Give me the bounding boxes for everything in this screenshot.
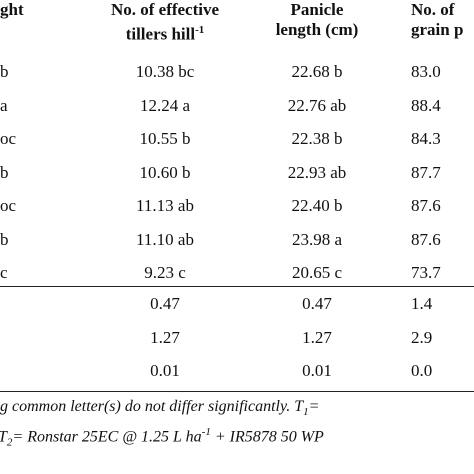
footnote-line: T2= Ronstar 25EC @ 1.25 L ha-1 + IR5878 … [0, 422, 324, 453]
table-cell: 10.60 b [139, 162, 191, 182]
header-text: tillers hill [125, 24, 196, 44]
stat-cell: 1.27 [302, 327, 332, 347]
table-cell: b [0, 62, 9, 81]
header-text: No. of effective [110, 0, 220, 19]
header-cell: ght [0, 0, 24, 20]
header-cell: No. of effective tillers hill-1 [111, 0, 219, 45]
stat-cell: 0.01 [150, 361, 180, 380]
table-cell: 87.7 [411, 162, 441, 182]
stat-cell: 0.47 [150, 294, 180, 313]
table-cell: oc [0, 129, 17, 148]
footnote-text: T [0, 428, 7, 445]
footnote-text: 2 [6, 436, 13, 449]
table-cell: 87.6 [411, 196, 441, 215]
stat-cell: 1.27 [150, 327, 180, 347]
stat-cell: 1.4 [411, 294, 433, 313]
header-text: grain p [411, 20, 464, 39]
header-line: length (cm) [276, 20, 359, 40]
header-superscript: -1 [195, 24, 205, 36]
table-cell: 22.76 ab [287, 95, 347, 115]
table-cell: 84.3 [411, 129, 441, 148]
header-cell: No. of grain p [411, 0, 463, 40]
footnote-text: g common letter(s) do not differ signifi… [0, 398, 304, 415]
table-cell: c [0, 263, 8, 282]
header-line: Panicle [276, 0, 359, 20]
header-line: No. of [411, 0, 463, 20]
header-text: ght [0, 0, 24, 19]
table-cell: 12.24 a [139, 95, 191, 115]
header-line: ght [0, 0, 24, 20]
footnote-text: -1 [201, 426, 211, 438]
stat-cell: 0.47 [302, 294, 332, 313]
table-cell: 11.13 ab [136, 196, 194, 215]
rule [0, 286, 474, 287]
footnote-text: = [308, 398, 320, 415]
stat-cell: 0.0 [411, 361, 433, 380]
table-cell: 22.68 b [291, 62, 343, 81]
table-cell: 22.40 b [291, 196, 343, 215]
table-cell: 87.6 [411, 229, 441, 249]
header-cell: Panicle length (cm) [276, 0, 359, 40]
footnote-text: = Ronstar 25EC @ 1.25 L ha [12, 428, 202, 446]
table-cell: 88.4 [411, 95, 441, 115]
header-text: No. of [411, 0, 455, 19]
header-text: length (cm) [275, 20, 359, 39]
header-text: Panicle [290, 0, 344, 19]
table-cell: 9.23 c [144, 263, 186, 282]
table-cell: 10.55 b [139, 129, 191, 148]
footnote-text: + IR5878 50 WP [210, 428, 324, 446]
table-cell: 73.7 [411, 263, 441, 282]
table-cell: a [0, 95, 8, 115]
footnote-text: 1 [303, 406, 309, 419]
table-cell: 20.65 c [291, 263, 343, 282]
table-cell: b [0, 229, 9, 249]
table-cell: 83.0 [411, 62, 441, 81]
rule [0, 391, 474, 392]
header-line: grain p [411, 20, 463, 40]
table-cell: 11.10 ab [136, 229, 194, 249]
table-cell: 23.98 a [291, 229, 343, 249]
header-line: No. of effective [111, 0, 219, 20]
table-cell: 22.38 b [291, 129, 343, 148]
table-cell: 22.93 ab [287, 162, 347, 182]
table-cell: b [0, 162, 9, 182]
stat-cell: 0.01 [302, 361, 332, 380]
stat-cell: 2.9 [411, 327, 433, 347]
footnote-line: g common letter(s) do not differ signifi… [0, 397, 319, 422]
table-cell: oc [0, 196, 17, 215]
header-line: tillers hill-1 [111, 20, 219, 45]
table-cell: 10.38 bc [135, 62, 195, 81]
